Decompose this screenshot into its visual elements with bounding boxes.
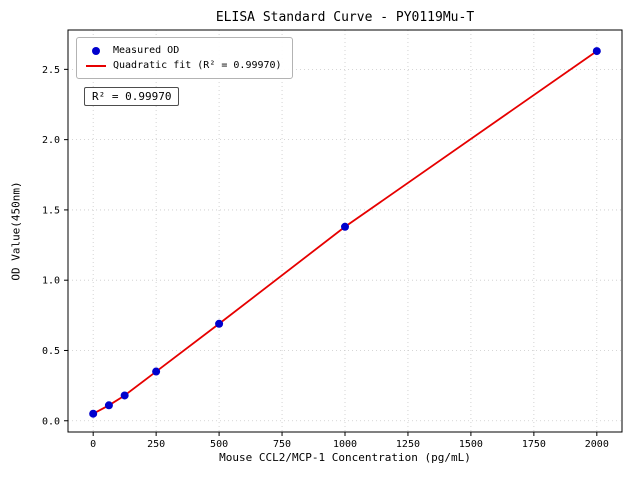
data-point: [120, 391, 129, 400]
legend-label-quadratic-fit: Quadratic fit (R² = 0.99970): [113, 60, 282, 71]
y-tick-label: 0.5: [42, 346, 60, 357]
x-tick-label: 1250: [396, 439, 420, 450]
y-tick-label: 1.5: [42, 205, 60, 216]
x-tick-label: 750: [273, 439, 291, 450]
x-tick-label: 1000: [333, 439, 357, 450]
y-tick-label: 2.5: [42, 65, 60, 76]
y-tick-label: 2.0: [42, 135, 60, 146]
r-squared-annotation: R² = 0.99970: [84, 87, 180, 106]
data-point: [89, 409, 98, 418]
chart-title: ELISA Standard Curve - PY0119Mu-T: [215, 10, 475, 25]
legend: Measured OD Quadratic fit (R² = 0.99970): [76, 37, 293, 79]
legend-marker-line: [86, 64, 106, 67]
legend-item-measured-od: Measured OD: [86, 43, 282, 58]
x-tick-label: 2000: [585, 439, 609, 450]
legend-marker-dot: [92, 46, 100, 55]
x-tick-label: 250: [147, 439, 165, 450]
legend-item-quadratic-fit: Quadratic fit (R² = 0.99970): [86, 58, 282, 73]
data-point: [341, 222, 349, 231]
x-tick-label: 500: [210, 439, 228, 450]
x-tick-label: 1500: [459, 439, 483, 450]
data-point: [215, 319, 224, 328]
y-axis-label: OD Value(450nm): [9, 181, 23, 281]
x-tick-label: 1750: [522, 439, 546, 450]
x-tick-label: 0: [90, 439, 96, 450]
y-tick-label: 0.0: [42, 416, 60, 427]
x-axis-label: Mouse CCL2/MCP-1 Concentration (pg/mL): [219, 451, 471, 464]
legend-label-measured-od: Measured OD: [113, 45, 180, 56]
data-point: [592, 47, 601, 56]
y-tick-label: 1.0: [42, 276, 60, 287]
data-point: [104, 401, 113, 410]
data-point: [152, 367, 161, 376]
